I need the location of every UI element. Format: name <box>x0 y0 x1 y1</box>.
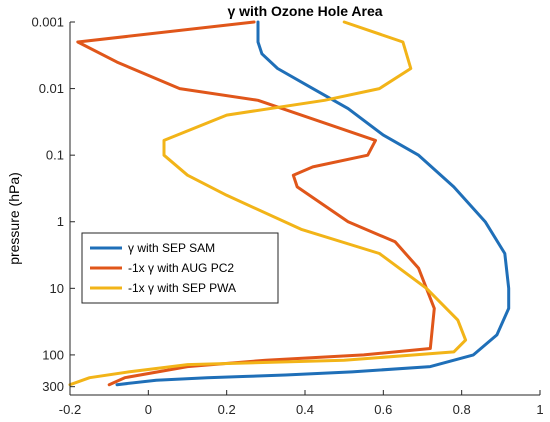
legend-entry: -1x γ with AUG PC2 <box>128 261 234 275</box>
legend-entry: -1x γ with SEP PWA <box>128 281 236 295</box>
y-tick-label: 100 <box>42 347 64 362</box>
y-tick-label: 0.001 <box>31 15 64 30</box>
chart-title: γ with Ozone Hole Area <box>227 3 382 19</box>
x-tick-label: 0.6 <box>374 402 392 417</box>
series-line-3 <box>68 20 468 387</box>
plot-area <box>70 22 540 395</box>
y-tick-label: 0.1 <box>46 148 64 163</box>
x-tick-label: 0 <box>145 402 152 417</box>
series-line-2 <box>76 20 436 387</box>
y-axis-label: pressure (hPa) <box>6 172 22 265</box>
series-line-1 <box>115 20 511 387</box>
x-tick-label: 0.8 <box>453 402 471 417</box>
x-axis-ticks: -0.2 0 0.2 0.4 0.6 0.8 1 <box>59 390 544 417</box>
y-axis-ticks: 0.001 0.01 0.1 1 10 100 300 <box>31 15 75 394</box>
legend: γ with SEP SAM -1x γ with AUG PC2 -1x γ wi… <box>81 232 279 304</box>
x-tick-label: 1 <box>536 402 543 417</box>
x-tick-label: -0.2 <box>59 402 81 417</box>
x-tick-label: 0.4 <box>296 402 314 417</box>
y-tick-label: 0.01 <box>39 81 64 96</box>
y-tick-label: 300 <box>42 379 64 394</box>
y-tick-label: 1 <box>57 214 64 229</box>
series-layer <box>68 20 511 387</box>
y-tick-label: 10 <box>50 281 64 296</box>
x-tick-label: 0.2 <box>218 402 236 417</box>
legend-entry: γ with SEP SAM <box>128 241 215 255</box>
